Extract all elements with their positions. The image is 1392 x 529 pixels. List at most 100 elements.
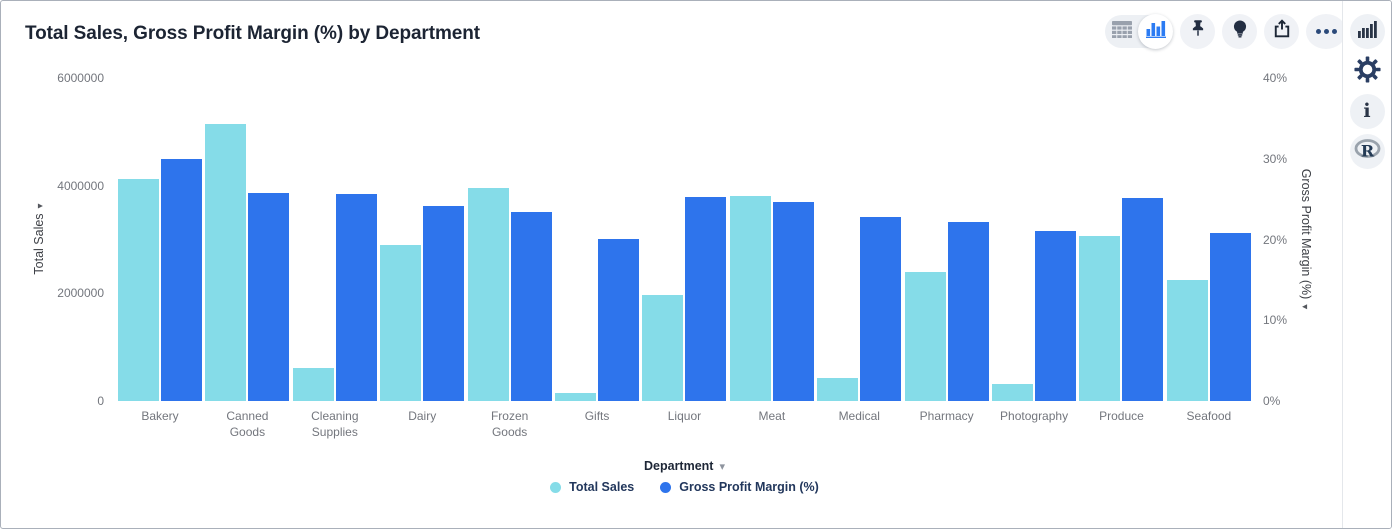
x-axis-dropdown-caret-icon: ▾ — [719, 460, 725, 473]
pin-button[interactable] — [1180, 14, 1215, 49]
bar-group-medical — [817, 216, 902, 401]
r-analysis-icon: R — [1354, 138, 1381, 166]
x-axis-title-dropdown[interactable]: Department ▾ — [644, 459, 725, 473]
chart-view-button[interactable] — [1138, 14, 1173, 49]
left-axis-title-text: Total Sales — [32, 213, 46, 275]
legend-item-total-sales[interactable]: Total Sales — [550, 480, 634, 494]
bar-gross-profit-margin-cleaning-supplies[interactable] — [335, 194, 377, 401]
pin-icon — [1187, 18, 1209, 45]
bar-total-sales-pharmacy[interactable] — [904, 272, 946, 401]
chart-view-icon — [1145, 20, 1166, 43]
share-button[interactable] — [1264, 14, 1299, 49]
bar-group-canned-goods — [205, 123, 290, 401]
settings-button[interactable] — [1350, 54, 1385, 89]
right-axis-ticks: 0% 10% 20% 30% 40% — [1263, 71, 1323, 408]
bar-total-sales-meat[interactable] — [729, 196, 771, 401]
right-axis-title-text: Gross Profit Margin (%) — [1299, 168, 1313, 300]
x-axis-label-seafood: Seafood — [1186, 409, 1232, 423]
bar-gross-profit-margin-gifts[interactable] — [598, 238, 640, 401]
bar-gross-profit-margin-bakery[interactable] — [161, 158, 202, 401]
left-axis-title[interactable]: Total Sales ▾ — [32, 203, 46, 274]
bar-gross-profit-margin-photography[interactable] — [1035, 230, 1077, 401]
right-rail: i R — [1342, 1, 1391, 528]
x-axis-title-row: Department ▾ — [118, 457, 1251, 475]
more-options-button[interactable] — [1306, 14, 1346, 49]
bar-group-frozen-goods — [467, 187, 552, 401]
chart-toolbar — [1105, 14, 1346, 49]
bar-total-sales-medical[interactable] — [817, 377, 859, 401]
r-analysis-button[interactable]: R — [1349, 134, 1385, 169]
x-axis-title-text: Department — [644, 459, 714, 473]
legend-swatch-total-sales-icon — [550, 481, 562, 493]
x-axis-label-meat: Meat — [758, 409, 786, 423]
x-axis-label-dairy: Dairy — [408, 409, 437, 423]
bar-total-sales-liquor[interactable] — [642, 294, 684, 401]
bar-gross-profit-margin-liquor[interactable] — [685, 196, 727, 401]
bar-group-meat — [729, 196, 814, 401]
plot-area — [118, 78, 1251, 401]
info-button[interactable]: i — [1349, 94, 1385, 129]
left-axis-ticks: 0 2000000 4000000 6000000 — [1, 71, 104, 408]
bar-group-seafood — [1166, 233, 1251, 401]
bar-total-sales-produce[interactable] — [1079, 236, 1121, 401]
legend-item-gross-profit-margin[interactable]: Gross Profit Margin (%) — [660, 480, 819, 494]
chart-type-icon — [1357, 20, 1377, 43]
bar-gross-profit-margin-medical[interactable] — [860, 216, 902, 401]
x-axis-label-photography: Photography — [1000, 409, 1069, 423]
bar-gross-profit-margin-pharmacy[interactable] — [947, 221, 989, 401]
bar-total-sales-canned-goods[interactable] — [205, 123, 247, 401]
table-view-button[interactable] — [1105, 20, 1139, 43]
lightbulb-icon — [1229, 18, 1251, 45]
insights-button[interactable] — [1222, 14, 1257, 49]
left-axis-sort-caret-icon: ▾ — [35, 203, 46, 209]
bar-group-liquor — [642, 196, 727, 401]
bar-gross-profit-margin-frozen-goods[interactable] — [510, 212, 552, 401]
bar-gross-profit-margin-canned-goods[interactable] — [248, 192, 290, 401]
right-axis-title[interactable]: Gross Profit Margin (%) ▾ — [1299, 169, 1313, 310]
bar-total-sales-frozen-goods[interactable] — [467, 187, 509, 401]
bar-total-sales-bakery[interactable] — [118, 178, 159, 401]
bar-total-sales-gifts[interactable] — [555, 392, 597, 401]
y-axis-tick-label: 30% — [1263, 151, 1288, 166]
chart-legend: Total Sales Gross Profit Margin (%) — [118, 480, 1251, 494]
chart-type-button[interactable] — [1349, 14, 1385, 49]
bar-group-bakery — [118, 158, 202, 401]
settings-gear-icon — [1353, 55, 1381, 88]
x-axis-label-medical: Medical — [838, 409, 880, 423]
y-axis-tick-label: 10% — [1263, 313, 1288, 328]
bar-total-sales-seafood[interactable] — [1166, 279, 1208, 401]
x-axis-label-gifts: Gifts — [584, 409, 610, 423]
bar-group-gifts — [555, 238, 640, 401]
x-axis-label-produce: Produce — [1099, 409, 1144, 423]
bar-gross-profit-margin-produce[interactable] — [1122, 197, 1164, 401]
bar-total-sales-photography[interactable] — [992, 384, 1034, 401]
share-icon — [1271, 18, 1293, 45]
x-axis-label-pharmacy: Pharmacy — [919, 409, 974, 423]
right-axis-sort-caret-icon: ▾ — [1299, 304, 1310, 310]
bar-total-sales-dairy[interactable] — [380, 244, 422, 401]
x-axis-label-cleaning-supplies: Cleaning Supplies — [311, 409, 359, 439]
bar-group-produce — [1079, 197, 1164, 401]
bar-gross-profit-margin-dairy[interactable] — [423, 206, 465, 401]
y-axis-tick-label: 0% — [1263, 394, 1281, 408]
x-axis-label-frozen-goods: Frozen Goods — [490, 409, 529, 439]
bar-group-photography — [992, 230, 1077, 401]
bar-group-pharmacy — [904, 221, 989, 401]
bar-total-sales-cleaning-supplies[interactable] — [292, 367, 334, 401]
view-toggle — [1105, 14, 1173, 49]
x-axis-label-bakery: Bakery — [141, 409, 179, 423]
y-axis-tick-label: 20% — [1263, 232, 1288, 247]
y-axis-tick-label: 6000000 — [57, 71, 104, 85]
bar-group-dairy — [380, 206, 465, 401]
bar-gross-profit-margin-seafood[interactable] — [1209, 233, 1251, 401]
page-title: Total Sales, Gross Profit Margin (%) by … — [25, 23, 480, 44]
legend-label-gross-profit-margin: Gross Profit Margin (%) — [679, 480, 819, 494]
y-axis-tick-label: 4000000 — [57, 178, 104, 193]
bar-group-cleaning-supplies — [292, 194, 377, 401]
bar-gross-profit-margin-meat[interactable] — [772, 201, 814, 401]
x-axis-labels: Bakery Canned Goods Cleaning Supplies Dairy… — [118, 408, 1251, 440]
y-axis-tick-label: 2000000 — [57, 286, 104, 301]
more-options-icon — [1315, 29, 1337, 34]
y-axis-tick-label: 40% — [1263, 71, 1288, 85]
